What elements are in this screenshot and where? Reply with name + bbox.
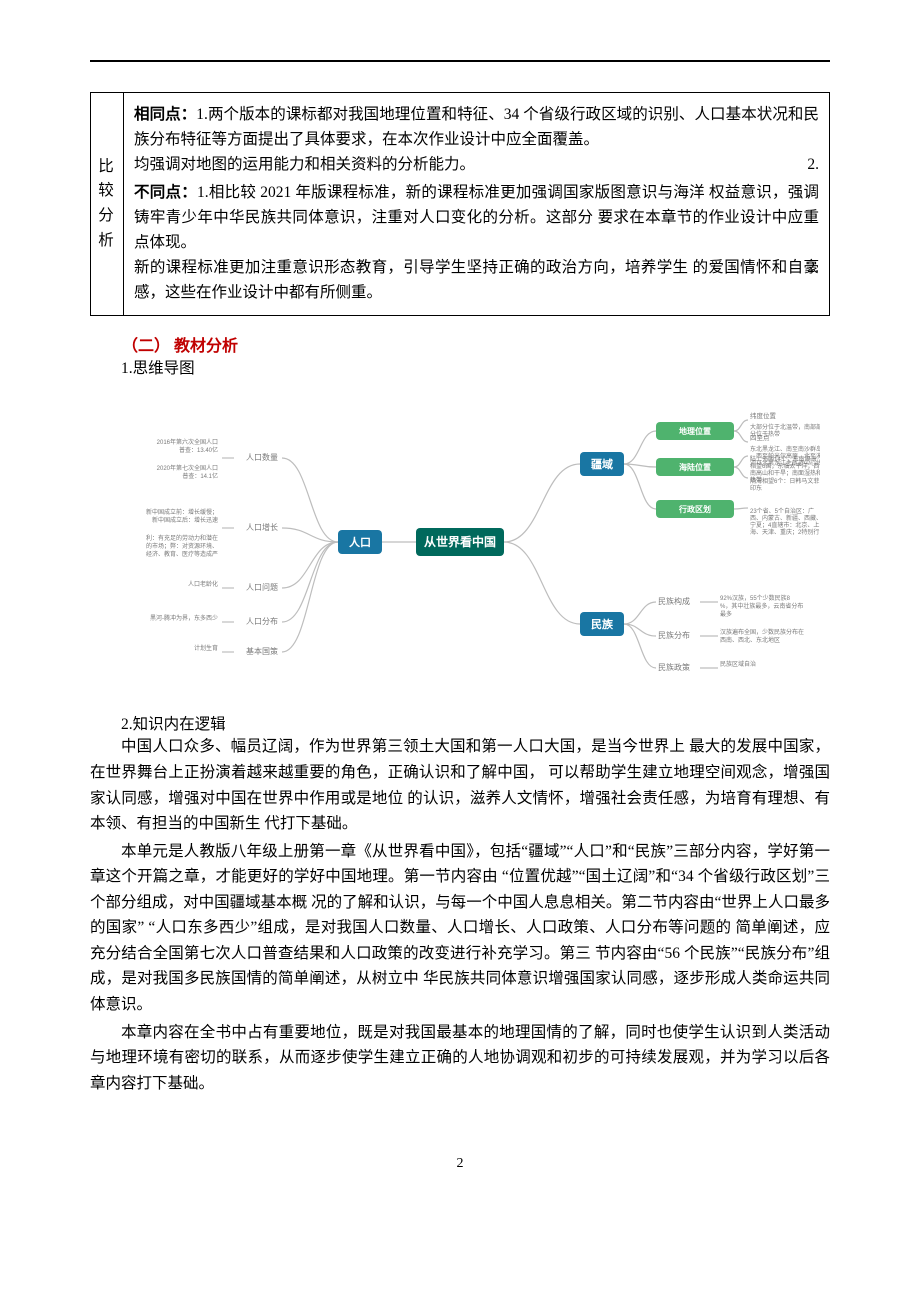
svg-text:人口老龄化: 人口老龄化 <box>188 580 218 588</box>
mindmap: 从世界看中国疆域地理位置纬度位置大部分位于北温带，南部部分位于热带四至点东北黑龙… <box>90 382 830 702</box>
svg-text:从世界看中国: 从世界看中国 <box>424 535 496 550</box>
svg-text:南高山和干旱；南面湿热和: 南高山和干旱；南面湿热和 <box>750 469 820 477</box>
svg-text:的市场；弊：对资源环境、: 的市场；弊：对资源环境、 <box>146 542 218 550</box>
svg-text:%，其中壮族最多，云南省分布: %，其中壮族最多，云南省分布 <box>720 602 803 610</box>
logic-title: 2.知识内在逻辑 <box>90 712 830 734</box>
same-label: 相同点： <box>134 106 196 123</box>
top-rule <box>90 60 830 62</box>
svg-text:经济、教育、医疗等造成严: 经济、教育、医疗等造成严 <box>146 550 218 558</box>
compare-row-label: 比较分析 <box>91 93 124 316</box>
svg-text:相望6国；东临太平洋；西: 相望6国；东临太平洋；西 <box>750 462 819 470</box>
para-2: 本单元是人教版八年级上册第一章《从世界看中国》，包括“疆域”“人口”和“民族”三… <box>90 839 830 1018</box>
svg-text:民族分布: 民族分布 <box>658 630 690 640</box>
svg-text:92%汉族，55个少数民族8: 92%汉族，55个少数民族8 <box>720 594 791 602</box>
svg-text:新中国成立前：增长缓慢；: 新中国成立前：增长缓慢； <box>146 508 218 516</box>
same-2-num: 2. <box>785 153 819 178</box>
svg-text:23个省、5个自治区：广: 23个省、5个自治区：广 <box>750 507 814 515</box>
svg-text:地理位置: 地理位置 <box>679 426 711 436</box>
svg-text:普查：13.40亿: 普查：13.40亿 <box>179 446 218 454</box>
svg-text:2020年第七次全国人口: 2020年第七次全国人口 <box>157 464 218 472</box>
diff-2: 新的课程标准更加注重意识形态教育，引导学生坚持正确的政治方向，培养学生 的爱国情… <box>134 256 819 306</box>
svg-text:纬度位置: 纬度位置 <box>750 411 777 420</box>
svg-text:陆上邻国14个，东南隔海: 陆上邻国14个，东南隔海 <box>750 455 817 463</box>
svg-text:人口问题: 人口问题 <box>246 583 278 592</box>
svg-text:民族构成: 民族构成 <box>658 596 690 606</box>
svg-text:民族: 民族 <box>591 617 614 631</box>
compare-row-label-text: 比较分析 <box>93 155 121 254</box>
svg-text:民族区域自治: 民族区域自治 <box>720 660 756 668</box>
svg-text:宁夏；4直辖市：北京、上: 宁夏；4直辖市：北京、上 <box>750 521 819 529</box>
svg-text:基本国策: 基本国策 <box>246 646 278 656</box>
compare-table: 比较分析 相同点：1.两个版本的课标都对我国地理位置和特征、34 个省级行政区域… <box>90 92 830 316</box>
svg-text:四至点: 四至点 <box>750 434 770 442</box>
svg-text:汉族遍布全国，少数民族分布在: 汉族遍布全国，少数民族分布在 <box>720 628 804 636</box>
section2-title: （二） 教材分析 <box>90 332 830 356</box>
svg-text:印东: 印东 <box>750 484 762 492</box>
para-1: 中国人口众多、幅员辽阔，作为世界第三领土大国和第一人口大国，是当今世界上 最大的… <box>90 734 830 836</box>
same-1: 1.两个版本的课标都对我国地理位置和特征、34 个省级行政区域的识别、人口基本状… <box>134 106 819 148</box>
svg-text:疆域: 疆域 <box>591 457 613 471</box>
compare-content: 相同点：1.两个版本的课标都对我国地理位置和特征、34 个省级行政区域的识别、人… <box>124 93 830 316</box>
svg-text:人口数量: 人口数量 <box>246 452 278 462</box>
svg-text:海、天津、重庆；2特别行: 海、天津、重庆；2特别行 <box>750 528 819 536</box>
page-number: 2 <box>90 1156 830 1172</box>
svg-text:2016年第六次全国人口: 2016年第六次全国人口 <box>157 438 218 446</box>
svg-text:东北黑龙江、南至南沙群岛: 东北黑龙江、南至南沙群岛 <box>750 445 820 453</box>
svg-text:人口增长: 人口增长 <box>246 522 278 532</box>
svg-text:大部分位于北温带，南部部: 大部分位于北温带，南部部 <box>750 423 820 431</box>
svg-text:西南、西北、东北地区: 西南、西北、东北地区 <box>720 636 780 644</box>
diff-1: 1.相比较 2021 年版课程标准，新的课程标准更加强调国家版图意识与海洋 权益… <box>134 184 819 251</box>
svg-text:海陆位置: 海陆位置 <box>679 462 711 472</box>
svg-text:普查：14.1亿: 普查：14.1亿 <box>182 472 218 480</box>
body-text: 中国人口众多、幅员辽阔，作为世界第三领土大国和第一人口大国，是当今世界上 最大的… <box>90 734 830 1096</box>
svg-text:人口: 人口 <box>349 535 371 549</box>
svg-text:人口分布: 人口分布 <box>246 616 278 626</box>
svg-text:民族政策: 民族政策 <box>658 662 690 672</box>
svg-text:隔海相望6个：日韩马文菲: 隔海相望6个：日韩马文菲 <box>750 477 819 485</box>
para-3: 本章内容在全书中占有重要地位，既是对我国最基本的地理国情的了解，同时也使学生认识… <box>90 1020 830 1097</box>
svg-text:行政区划: 行政区划 <box>678 504 711 514</box>
svg-text:计划生育: 计划生育 <box>194 644 218 652</box>
svg-text:最多: 最多 <box>720 610 732 618</box>
diff-label: 不同点： <box>134 184 197 201</box>
svg-text:利：有充足的劳动力和潜在: 利：有充足的劳动力和潜在 <box>146 534 218 542</box>
svg-text:黑河-腾冲为界，东多西少: 黑河-腾冲为界，东多西少 <box>150 614 218 622</box>
svg-text:西、内蒙古、新疆、西藏、: 西、内蒙古、新疆、西藏、 <box>750 514 820 522</box>
svg-text:新中国成立后：增长迅速: 新中国成立后：增长迅速 <box>152 516 218 524</box>
mindmap-title: 1.思维导图 <box>90 356 830 378</box>
mindmap-svg: 从世界看中国疆域地理位置纬度位置大部分位于北温带，南部部分位于热带四至点东北黑龙… <box>100 382 820 702</box>
